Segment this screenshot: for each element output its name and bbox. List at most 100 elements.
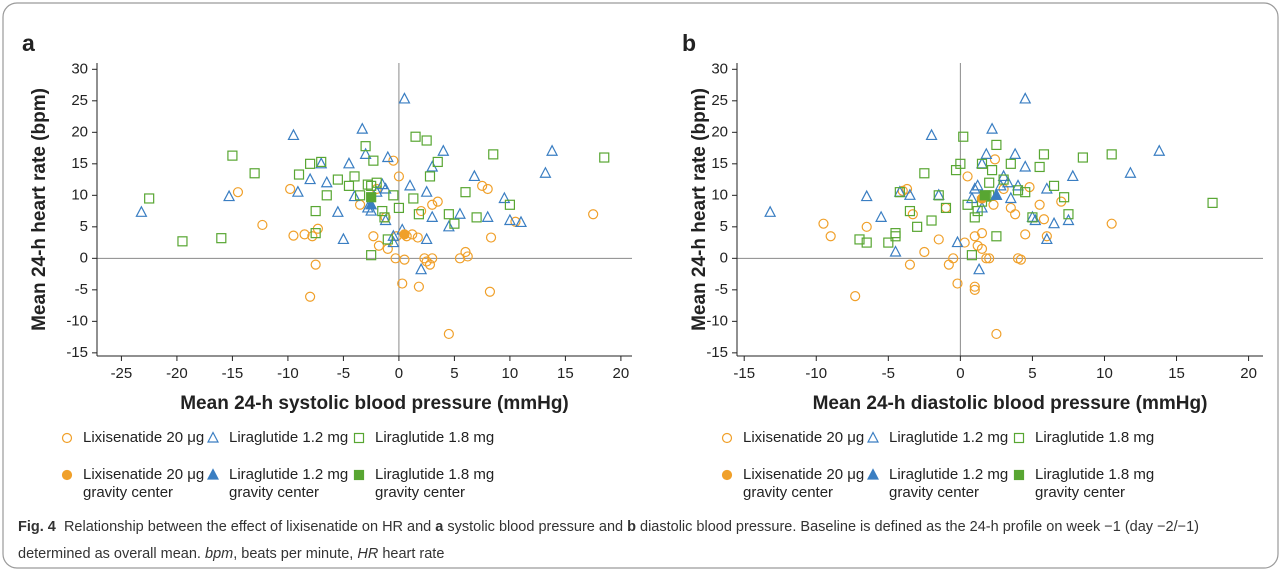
point [310, 205, 321, 217]
x-tick-label: -15 [733, 365, 755, 382]
point [498, 191, 511, 204]
point [1048, 216, 1061, 229]
point [969, 212, 980, 223]
point [890, 228, 901, 239]
legend-label: Liraglutide 1.2 mg [889, 429, 1009, 446]
x-tick-label: 0 [956, 365, 964, 382]
x-tick-label: -15 [222, 365, 244, 382]
point [144, 193, 155, 204]
point [1019, 92, 1032, 104]
point [919, 246, 930, 258]
caption-text: HR [357, 546, 379, 562]
point [991, 328, 1002, 340]
panel-label: a [22, 30, 35, 56]
point [919, 168, 930, 179]
point [994, 179, 1007, 191]
point [365, 204, 378, 216]
point [721, 432, 733, 444]
y-tick-label: 20 [711, 123, 728, 140]
point [926, 215, 937, 226]
legend-marker [353, 469, 365, 481]
point [299, 229, 310, 240]
legend-item: Lixisenatide 20 μg gravity center [720, 466, 868, 502]
point [1034, 161, 1045, 173]
point [416, 205, 427, 217]
point [443, 209, 454, 220]
point [223, 189, 236, 202]
point [342, 157, 355, 169]
point [1106, 149, 1117, 160]
point [539, 166, 552, 178]
point [1124, 166, 1137, 178]
caption-text: b [627, 519, 636, 535]
point [356, 122, 369, 134]
point [990, 188, 1003, 200]
caption: Fig. 4 Relationship between the effect o… [18, 514, 1268, 568]
point [207, 431, 219, 443]
point [232, 187, 244, 198]
point [952, 278, 963, 289]
point [976, 228, 988, 239]
point [424, 259, 436, 270]
legend-label: Lixisenatide 20 μg [743, 429, 865, 446]
y-tick-label: 15 [71, 155, 88, 172]
point [976, 158, 988, 169]
point [907, 209, 918, 220]
point [432, 196, 443, 207]
point [437, 144, 450, 156]
point [1034, 199, 1045, 210]
x-tick-label: -20 [166, 365, 188, 382]
point [420, 232, 433, 245]
point [285, 183, 296, 195]
point [981, 253, 992, 264]
point [404, 179, 417, 191]
x-tick-label: 15 [557, 365, 574, 382]
point [304, 172, 317, 185]
legend-label: Liraglutide 1.2 mg [229, 429, 349, 446]
x-tick-label: -10 [277, 365, 299, 382]
point [940, 202, 952, 214]
y-tick-label: 10 [71, 186, 88, 203]
point [442, 220, 455, 232]
point [1062, 213, 1075, 226]
point [388, 190, 399, 201]
point [1010, 209, 1021, 220]
point [875, 210, 888, 222]
point [989, 154, 1001, 165]
point [365, 197, 378, 210]
point [818, 218, 829, 229]
x-tick-label: 20 [1240, 365, 1257, 382]
point [504, 199, 516, 210]
legend-label: Liraglutide 1.2 mg gravity center [889, 466, 1009, 501]
point [360, 141, 371, 152]
point [249, 168, 260, 179]
legend-label: Liraglutide 1.8 mg [1035, 429, 1155, 446]
x-tick-label: 5 [1028, 365, 1036, 382]
point [291, 185, 304, 197]
point [379, 182, 392, 194]
point [1059, 192, 1070, 203]
point [366, 250, 377, 261]
point [288, 230, 299, 241]
point [408, 193, 419, 204]
point [546, 144, 559, 156]
point [427, 199, 438, 210]
y-tick-label: 20 [71, 123, 88, 140]
y-tick-label: -15 [706, 344, 728, 361]
point [443, 328, 454, 340]
legend-marker [721, 469, 733, 481]
legend-marker [867, 431, 879, 443]
legend-item: Lixisenatide 20 μg [60, 429, 208, 447]
point [1066, 169, 1079, 182]
point [889, 245, 902, 257]
point [1020, 187, 1031, 198]
point [890, 231, 901, 242]
point [1004, 191, 1017, 204]
point [315, 157, 328, 169]
point [454, 253, 466, 264]
point [1009, 147, 1022, 159]
legend-label: Lixisenatide 20 μg gravity center [83, 466, 205, 501]
y-tick-label: 0 [80, 249, 88, 266]
legend-label: Lixisenatide 20 μg [83, 429, 205, 446]
point [1001, 175, 1014, 188]
